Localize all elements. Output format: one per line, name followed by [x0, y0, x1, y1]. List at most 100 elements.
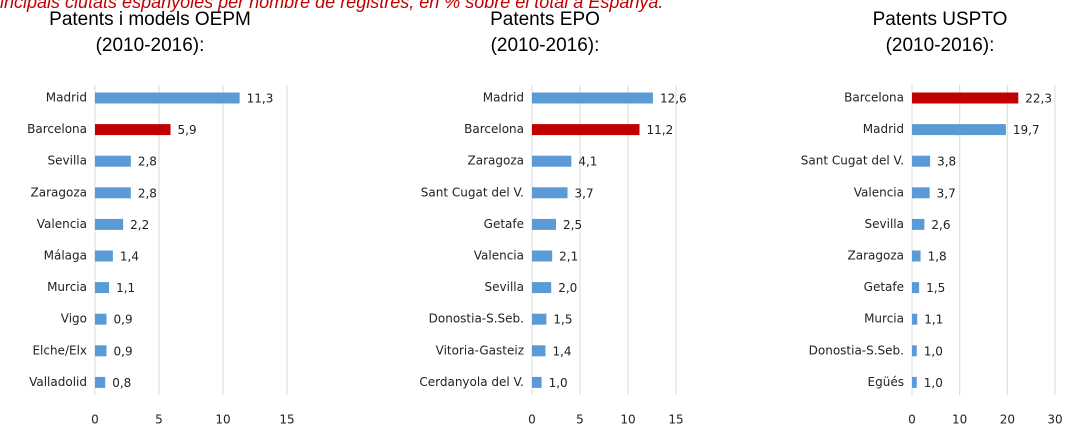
category-label: Valladolid	[29, 375, 87, 389]
bar	[912, 282, 920, 294]
x-tick-label: 0	[528, 413, 536, 427]
category-label: Getafe	[864, 280, 904, 294]
category-label: Málaga	[44, 249, 87, 263]
value-label: 3,8	[937, 155, 956, 169]
bar	[532, 376, 542, 388]
value-label: 11,2	[647, 123, 674, 137]
category-label: Cerdanyola del V.	[419, 375, 524, 389]
category-label: Murcia	[864, 312, 904, 326]
x-tick-label: 15	[279, 413, 294, 427]
chart-title: Patents EPO	[490, 9, 600, 30]
chart-title: Patents USPTO	[873, 9, 1008, 30]
value-label: 22,3	[1025, 92, 1052, 106]
category-label: Barcelona	[844, 91, 904, 105]
value-label: 1,1	[924, 313, 943, 327]
bar	[95, 218, 124, 230]
category-label: Madrid	[483, 91, 524, 105]
category-label: Vigo	[61, 312, 87, 326]
x-tick-label: 15	[668, 413, 683, 427]
category-label: Sevilla	[48, 154, 87, 168]
category-label: Madrid	[46, 91, 87, 105]
chart-subtitle: (2010-2016):	[886, 35, 995, 56]
bar	[532, 218, 556, 230]
value-label: 1,8	[928, 250, 947, 264]
chart-title: Patents i models OEPM	[49, 9, 251, 30]
category-label: Zaragoza	[31, 185, 87, 199]
bar	[95, 187, 131, 199]
bar	[532, 124, 640, 136]
category-label: Valencia	[37, 217, 87, 231]
value-label: 3,7	[575, 186, 594, 200]
bar	[912, 124, 1006, 136]
category-label: Barcelona	[464, 122, 524, 136]
value-label: 2,0	[558, 281, 577, 295]
value-label: 1,0	[924, 376, 943, 390]
category-label: Sant Cugat del V.	[801, 154, 904, 168]
x-tick-label: 0	[91, 413, 99, 427]
x-tick-label: 10	[952, 413, 967, 427]
header-title: incipals ciutats espanyoles per nombre d…	[0, 0, 663, 12]
bar	[532, 155, 572, 167]
category-label: Madrid	[863, 122, 904, 136]
bar	[532, 92, 653, 104]
value-label: 4,1	[578, 155, 597, 169]
value-label: 1,4	[120, 250, 139, 264]
bar	[532, 187, 568, 199]
bar	[912, 187, 930, 199]
chart-subtitle: (2010-2016):	[491, 35, 600, 56]
bar	[95, 376, 106, 388]
category-label: Sevilla	[485, 280, 524, 294]
category-label: Barcelona	[27, 122, 87, 136]
category-label: Sant Cugat del V.	[421, 185, 524, 199]
category-label: Getafe	[484, 217, 524, 231]
category-label: Valencia	[854, 185, 904, 199]
bar	[95, 282, 110, 294]
category-label: Vitoria-Gasteiz	[436, 343, 524, 357]
value-label: 1,5	[553, 313, 572, 327]
category-label: Zaragoza	[848, 249, 904, 263]
value-label: 11,3	[247, 92, 274, 106]
bar	[912, 313, 918, 325]
category-label: Valencia	[474, 249, 524, 263]
category-label: Sevilla	[865, 217, 904, 231]
category-label: Donostia-S.Seb.	[809, 343, 904, 357]
value-label: 2,8	[138, 186, 157, 200]
bar	[532, 250, 553, 262]
value-label: 1,5	[926, 281, 945, 295]
bar	[532, 345, 546, 357]
bar	[912, 376, 917, 388]
bar	[912, 218, 925, 230]
bar	[95, 124, 171, 136]
value-label: 12,6	[660, 92, 687, 106]
x-tick-label: 10	[215, 413, 230, 427]
bar	[95, 92, 240, 104]
x-tick-label: 20	[1000, 413, 1015, 427]
value-label: 1,4	[552, 344, 571, 358]
value-label: 2,8	[138, 155, 157, 169]
category-label: Murcia	[47, 280, 87, 294]
value-label: 2,2	[130, 218, 149, 232]
bar	[95, 345, 107, 357]
x-tick-label: 0	[908, 413, 916, 427]
bar	[95, 155, 131, 167]
bar	[912, 250, 921, 262]
value-label: 1,0	[924, 344, 943, 358]
value-label: 5,9	[178, 123, 197, 137]
chart-subtitle: (2010-2016):	[96, 35, 205, 56]
value-label: 2,5	[563, 218, 582, 232]
x-tick-label: 5	[155, 413, 163, 427]
category-label: Donostia-S.Seb.	[429, 312, 524, 326]
value-label: 2,1	[559, 250, 578, 264]
bar	[95, 250, 113, 262]
value-label: 2,6	[931, 218, 950, 232]
bar	[912, 345, 917, 357]
bar	[912, 155, 931, 167]
category-label: Elche/Elx	[32, 343, 87, 357]
x-tick-label: 5	[576, 413, 584, 427]
category-label: Zaragoza	[468, 154, 524, 168]
value-label: 0,8	[112, 376, 131, 390]
x-tick-label: 10	[620, 413, 635, 427]
value-label: 1,0	[549, 376, 568, 390]
value-label: 19,7	[1013, 123, 1040, 137]
